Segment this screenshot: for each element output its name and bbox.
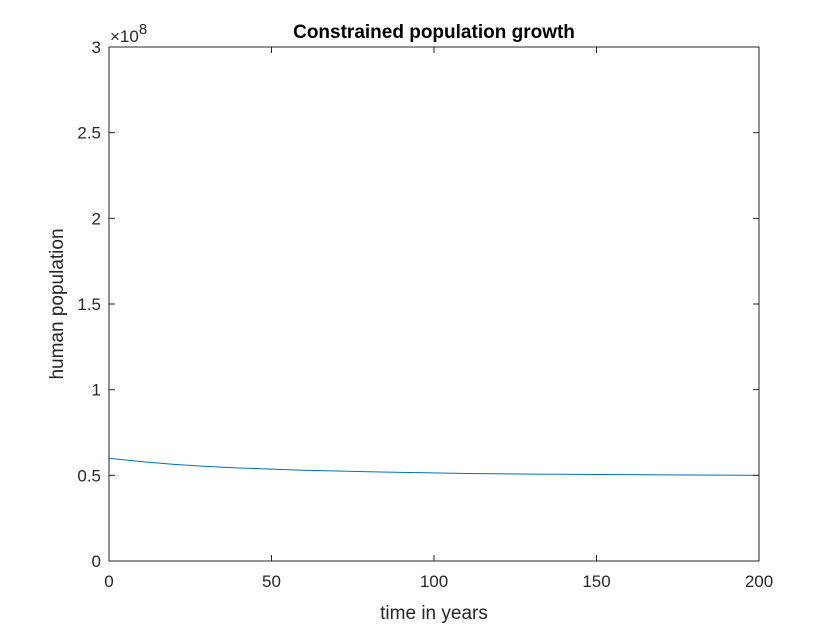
axis-ticks: 0 50 100 150 200 0 0.5 1 1.5 2 2.5 3 <box>77 38 773 591</box>
population-series-line <box>108 457 760 476</box>
y-tick-label: 0.5 <box>77 466 101 485</box>
x-tick-label: 100 <box>420 572 448 591</box>
y-tick-label: 2 <box>92 209 101 228</box>
x-axis-label: time in years <box>380 603 488 624</box>
y-tick-label: 1.5 <box>77 295 101 314</box>
x-tick-label: 50 <box>262 572 281 591</box>
y-tick-label: 3 <box>92 38 101 57</box>
y-tick-label: 2.5 <box>77 124 101 143</box>
x-tick-label: 0 <box>104 572 113 591</box>
y-axis-exponent-label: ×108 <box>110 21 147 46</box>
y-axis-multiplier: ×10 <box>110 27 139 46</box>
axes-background <box>109 47 759 561</box>
y-axis-label: human population <box>47 228 68 379</box>
y-tick-label: 1 <box>92 381 101 400</box>
x-tick-label: 150 <box>582 572 610 591</box>
plot-area <box>108 457 760 476</box>
chart-title: Constrained population growth <box>293 22 575 43</box>
x-tick-label: 200 <box>745 572 773 591</box>
y-tick-label: 0 <box>92 552 101 571</box>
axes-box <box>108 46 760 562</box>
y-axis-exponent: 8 <box>139 21 147 38</box>
